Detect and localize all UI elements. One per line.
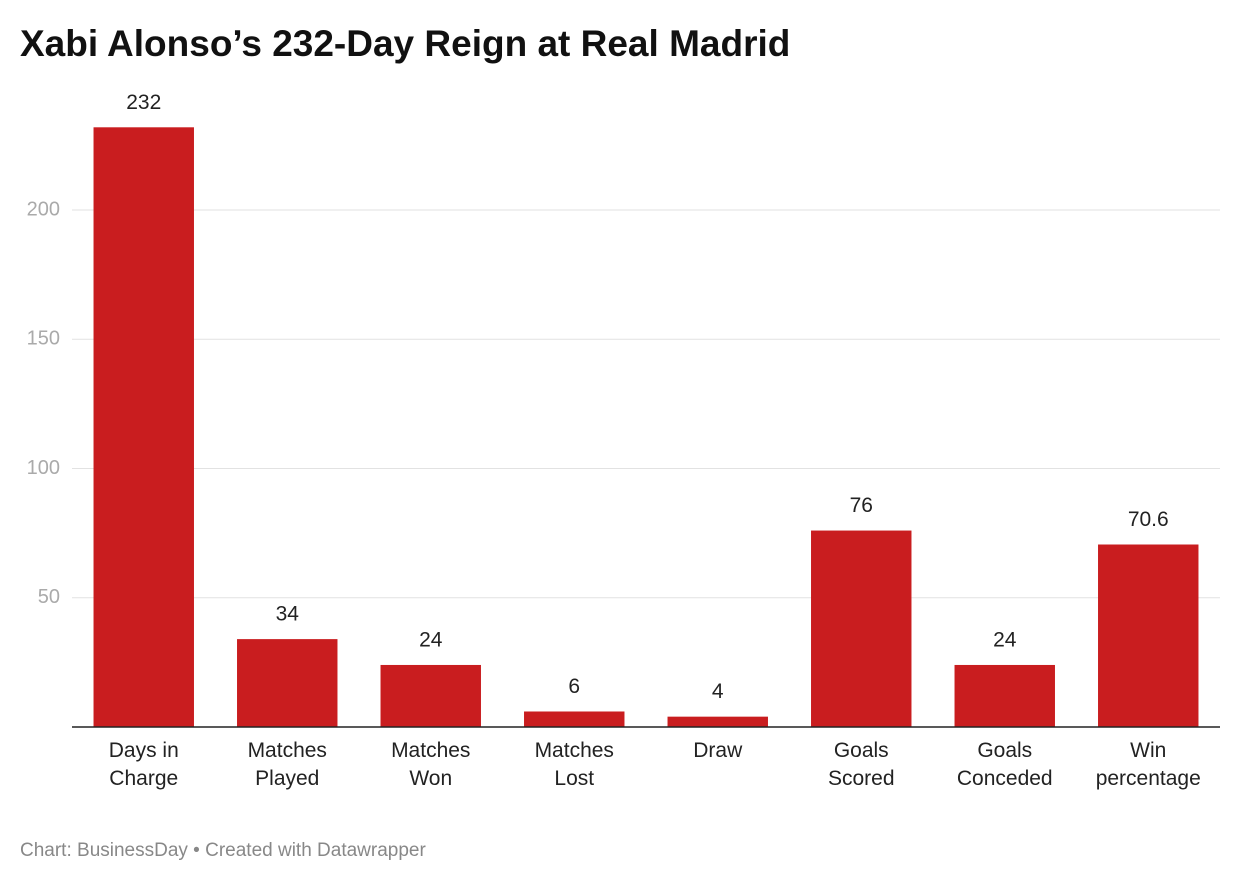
value-label: 24 [419,629,443,652]
value-label: 4 [712,680,724,703]
bar [380,664,481,727]
value-label: 76 [850,494,873,517]
x-tick-label: Win percentage [1095,739,1201,790]
x-tick-label: Matches Won [391,739,471,790]
x-tick-label: Matches Played [247,739,327,790]
x-tick-label: Goals Conceded [956,739,1053,790]
bar [237,639,338,727]
bar [524,711,625,727]
footer: Chart: BusinessDay • Created with Datawr… [20,840,426,861]
y-tick-label: 50 [38,586,60,608]
bar [667,716,768,727]
y-tick-label: 100 [27,457,60,479]
bar [1098,544,1199,727]
x-tick-label: Goals Scored [827,739,895,790]
value-label: 24 [993,629,1017,652]
value-label: 6 [568,675,580,698]
bar [811,530,912,727]
x-tick-label: Matches Lost [534,739,614,790]
value-label: 232 [126,91,161,114]
chart-title: Xabi Alonso’s 232-Day Reign at Real Madr… [20,23,790,64]
bar [93,127,194,728]
x-tick-label: Days in Charge [108,739,179,790]
x-tick-label: Draw [693,739,743,762]
value-label: 70.6 [1128,508,1169,531]
y-tick-label: 150 [27,328,60,350]
y-tick-label: 200 [27,198,60,220]
value-label: 34 [276,603,300,626]
bar [954,664,1055,727]
